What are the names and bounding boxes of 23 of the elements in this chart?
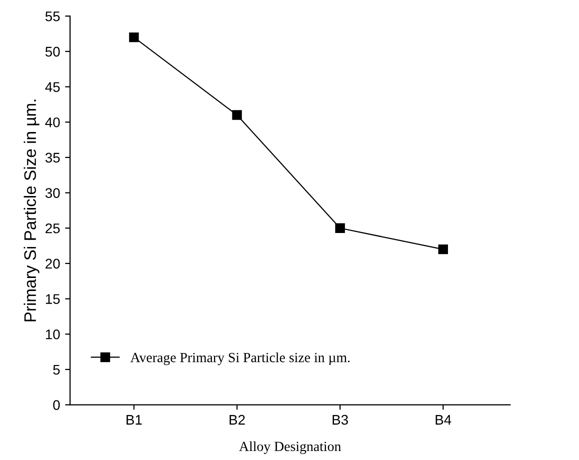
- y-tick-label: 30: [45, 188, 60, 198]
- y-tick-label: 35: [45, 152, 60, 163]
- y-tick-label: 5: [53, 364, 60, 375]
- point: [129, 32, 139, 42]
- x-tick-label: B4: [436, 415, 452, 425]
- y-tick-label: 40: [45, 117, 60, 128]
- x-axis-title: Alloy Designation: [239, 441, 341, 454]
- x-tick-label: B3: [332, 414, 348, 425]
- y-tick-label: 25: [46, 223, 60, 234]
- y-tick-label: 50: [45, 46, 60, 57]
- x-tick-label: B1: [126, 415, 142, 425]
- point: [232, 110, 242, 120]
- x-tick-label: B2: [230, 414, 245, 425]
- y-tick-label: 0: [53, 400, 60, 410]
- y-axis-title: Primary Si Particle Size in µm.: [24, 100, 40, 322]
- y-tick-label: 45: [45, 82, 60, 92]
- y-tick-label: 10: [46, 329, 60, 340]
- y-tick-label: 20: [46, 258, 60, 269]
- y-tick-label: 55: [45, 12, 60, 22]
- point: [438, 244, 448, 254]
- legend-label: Average Primary Si Particle size in µm.: [130, 352, 350, 366]
- point: [335, 223, 345, 233]
- y-tick-label: 15: [46, 294, 60, 304]
